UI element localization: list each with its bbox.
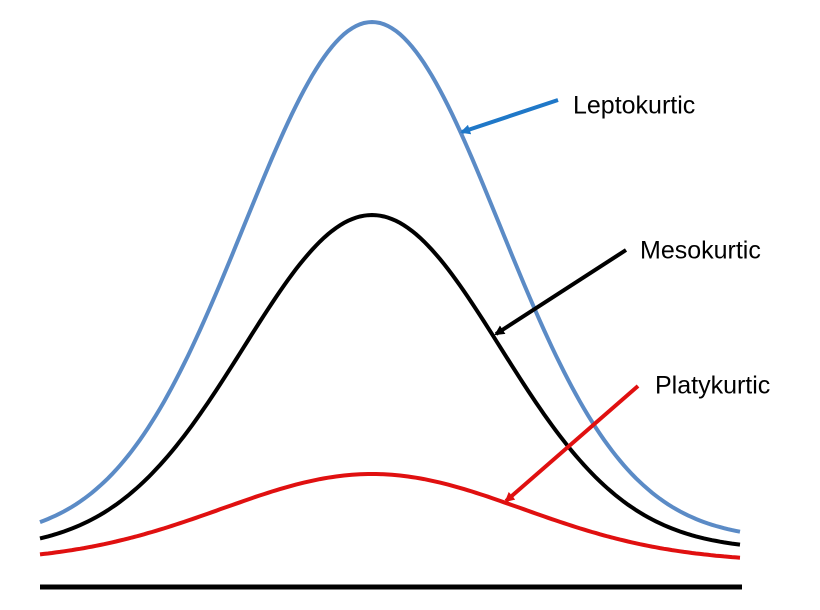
label: Platykurtic: [655, 372, 770, 400]
arrow: [494, 248, 628, 336]
arrow: [460, 98, 559, 135]
curves: [39, 19, 741, 560]
label: Mesokurtic: [640, 237, 761, 265]
curve: [39, 472, 741, 560]
curve: [39, 212, 741, 547]
curve: [39, 19, 741, 534]
arrow: [504, 384, 640, 503]
label: Leptokurtic: [573, 92, 695, 120]
